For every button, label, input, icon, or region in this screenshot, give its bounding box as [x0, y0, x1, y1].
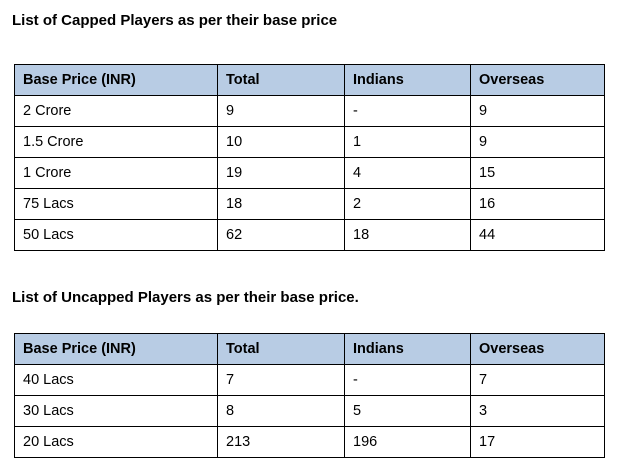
column-header-total: Total — [217, 333, 345, 365]
table-row: 1 Crore 19 4 15 — [14, 157, 605, 189]
base-price-cell: 50 Lacs — [14, 219, 218, 251]
base-price-cell: 40 Lacs — [14, 364, 218, 396]
indians-cell: - — [344, 95, 471, 127]
table-header-row: Base Price (INR) Total Indians Overseas — [14, 64, 605, 96]
capped-players-heading: List of Capped Players as per their base… — [12, 12, 338, 29]
base-price-cell: 2 Crore — [14, 95, 218, 127]
indians-cell: 1 — [344, 126, 471, 158]
indians-cell: 4 — [344, 157, 471, 189]
overseas-cell: 44 — [470, 219, 605, 251]
base-price-cell: 20 Lacs — [14, 426, 218, 458]
indians-cell: 5 — [344, 395, 471, 427]
total-cell: 10 — [217, 126, 345, 158]
table-row: 75 Lacs 18 2 16 — [14, 188, 605, 220]
column-header-indians: Indians — [344, 64, 471, 96]
overseas-cell: 15 — [470, 157, 605, 189]
table-row: 2 Crore 9 - 9 — [14, 95, 605, 127]
base-price-cell: 1 Crore — [14, 157, 218, 189]
base-price-cell: 30 Lacs — [14, 395, 218, 427]
indians-cell: - — [344, 364, 471, 396]
total-cell: 213 — [217, 426, 345, 458]
overseas-cell: 9 — [470, 126, 605, 158]
base-price-cell: 1.5 Crore — [14, 126, 218, 158]
column-header-indians: Indians — [344, 333, 471, 365]
column-header-base-price: Base Price (INR) — [14, 64, 218, 96]
total-cell: 7 — [217, 364, 345, 396]
overseas-cell: 16 — [470, 188, 605, 220]
indians-cell: 196 — [344, 426, 471, 458]
capped-players-table: Base Price (INR) Total Indians Overseas … — [14, 64, 605, 251]
total-cell: 8 — [217, 395, 345, 427]
column-header-overseas: Overseas — [470, 333, 605, 365]
overseas-cell: 7 — [470, 364, 605, 396]
total-cell: 62 — [217, 219, 345, 251]
indians-cell: 18 — [344, 219, 471, 251]
total-cell: 19 — [217, 157, 345, 189]
overseas-cell: 17 — [470, 426, 605, 458]
table-row: 50 Lacs 62 18 44 — [14, 219, 605, 251]
column-header-overseas: Overseas — [470, 64, 605, 96]
table-row: 1.5 Crore 10 1 9 — [14, 126, 605, 158]
table-row: 20 Lacs 213 196 17 — [14, 426, 605, 458]
base-price-cell: 75 Lacs — [14, 188, 218, 220]
total-cell: 9 — [217, 95, 345, 127]
overseas-cell: 3 — [470, 395, 605, 427]
overseas-cell: 9 — [470, 95, 605, 127]
column-header-base-price: Base Price (INR) — [14, 333, 218, 365]
uncapped-players-table: Base Price (INR) Total Indians Overseas … — [14, 333, 605, 458]
column-header-total: Total — [217, 64, 345, 96]
total-cell: 18 — [217, 188, 345, 220]
uncapped-players-heading: List of Uncapped Players as per their ba… — [12, 289, 359, 306]
table-header-row: Base Price (INR) Total Indians Overseas — [14, 333, 605, 365]
indians-cell: 2 — [344, 188, 471, 220]
table-row: 30 Lacs 8 5 3 — [14, 395, 605, 427]
table-row: 40 Lacs 7 - 7 — [14, 364, 605, 396]
